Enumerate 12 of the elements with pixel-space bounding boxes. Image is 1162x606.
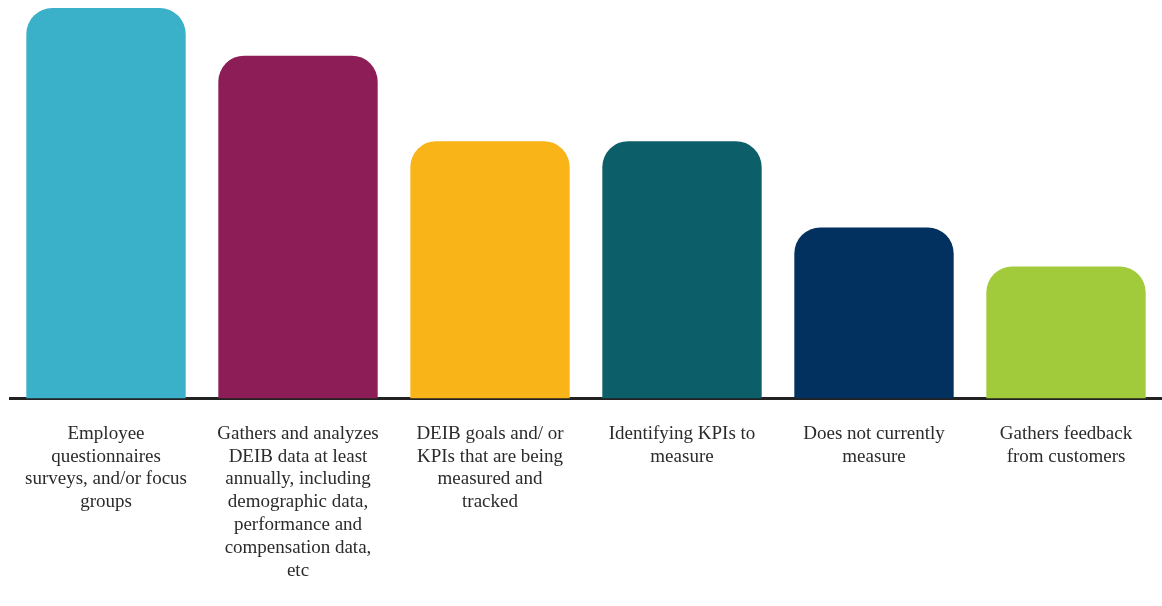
x-tick-label: Employee questionnaires surveys, and/or focus groups bbox=[25, 421, 187, 512]
bar bbox=[410, 141, 570, 399]
bar bbox=[26, 8, 186, 399]
x-tick-label: Identifying KPIs to measure bbox=[608, 421, 756, 466]
bar bbox=[986, 266, 1146, 399]
x-tick-label: Gathers feedback from customers bbox=[999, 421, 1133, 466]
bar bbox=[218, 55, 378, 399]
bar bbox=[602, 141, 762, 399]
x-tick-label: Does not currently measure bbox=[803, 421, 946, 466]
x-tick-label: DEIB goals and/ or KPIs that are being measured and tracked bbox=[416, 421, 565, 512]
bar bbox=[794, 227, 954, 399]
x-tick-label: Gathers and analyzes DEIB data at least annually, including demographic data, performance and compensation data, etc bbox=[217, 421, 379, 580]
